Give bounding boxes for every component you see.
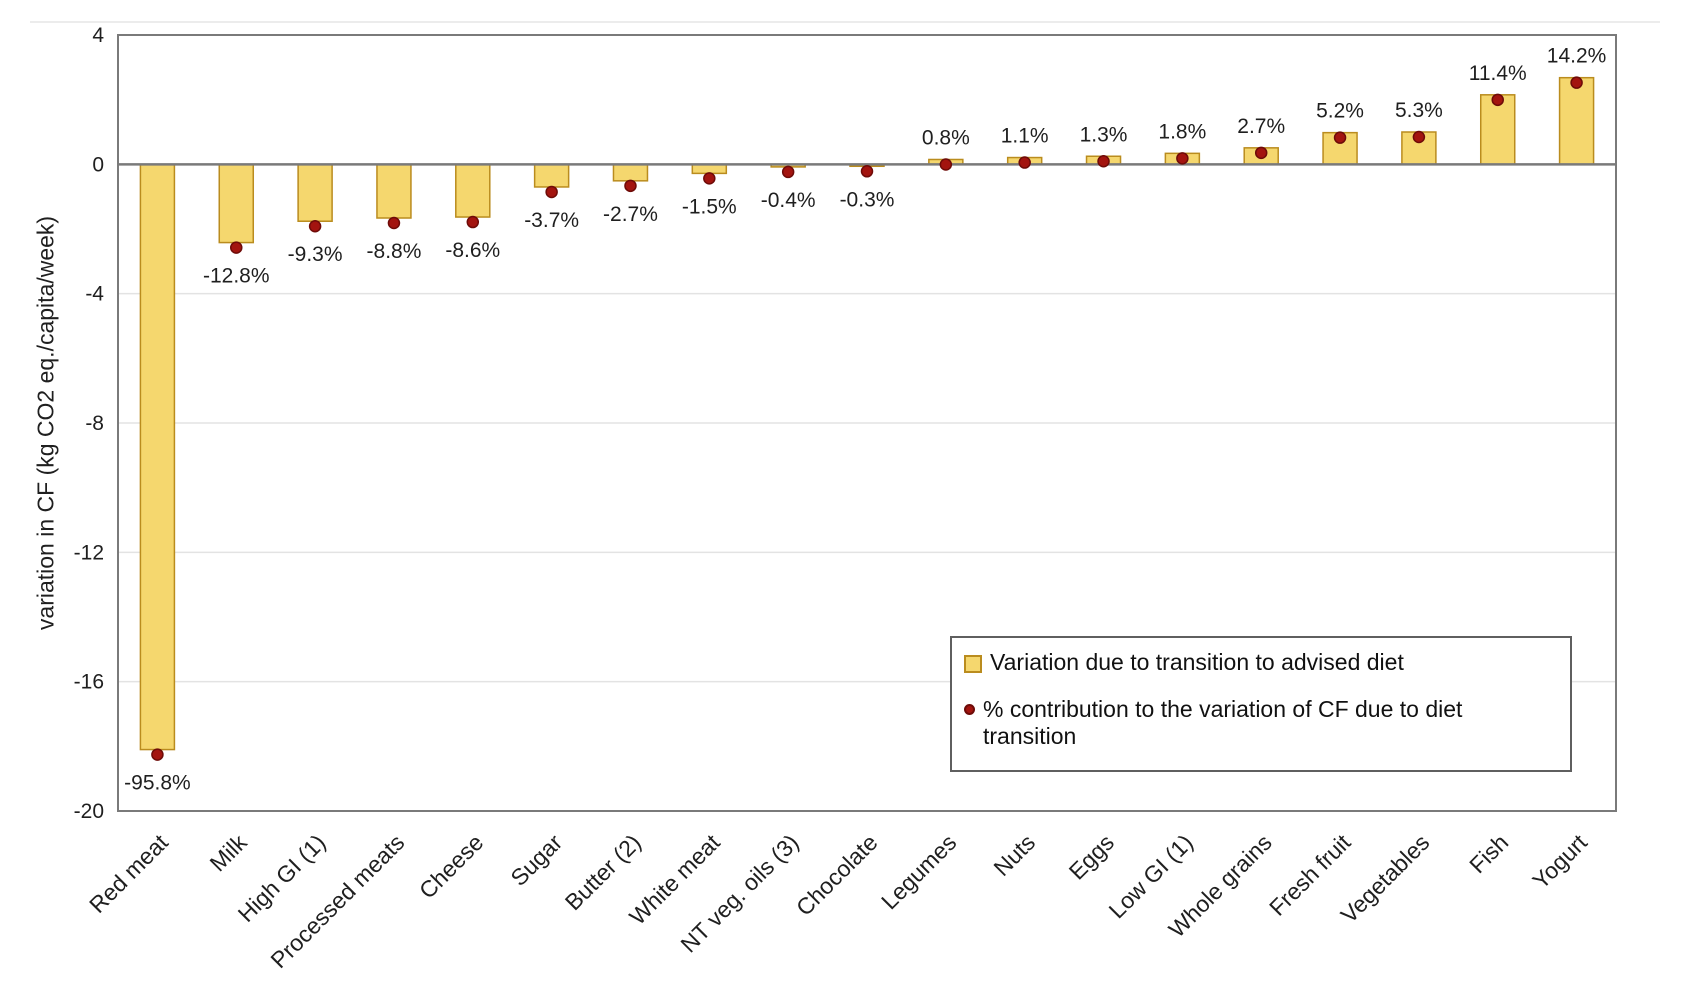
category-label: Sugar [505, 829, 567, 891]
category-label: Cheese [414, 829, 488, 903]
data-point [1254, 146, 1268, 160]
value-label: 2.7% [1237, 115, 1285, 138]
value-label: -12.8% [203, 265, 270, 288]
value-label: 11.4% [1469, 62, 1527, 85]
bar-series-swatch-icon [964, 655, 982, 673]
bar [455, 163, 491, 218]
bar [612, 163, 649, 182]
data-point [939, 158, 953, 171]
value-label: -0.3% [840, 188, 895, 211]
y-tick-label: -8 [85, 412, 104, 435]
value-label: -0.4% [761, 189, 816, 212]
bar [218, 163, 255, 244]
data-point [466, 215, 480, 229]
value-label: -95.8% [124, 772, 191, 795]
data-point [545, 185, 558, 199]
value-label: 1.1% [1001, 125, 1049, 148]
value-label: -9.3% [288, 243, 343, 266]
legend-item-point-series: % contribution to the variation of CF du… [964, 696, 1558, 750]
value-label: -8.6% [445, 239, 500, 262]
legend: Variation due to transition to advised d… [950, 636, 1572, 772]
plot-border [117, 34, 1617, 812]
category-label: Nuts [988, 829, 1040, 881]
data-point [781, 165, 795, 179]
legend-item-bar-series: Variation due to transition to advised d… [964, 649, 1558, 676]
data-point [1491, 93, 1504, 107]
value-label: -8.8% [367, 240, 422, 263]
y-tick-label: -4 [85, 283, 104, 306]
value-label: -3.7% [524, 209, 579, 232]
data-point [308, 219, 322, 233]
category-label: Chocolate [791, 829, 883, 921]
data-point [1176, 152, 1189, 165]
y-tick-label: -12 [74, 541, 104, 564]
point-series-dot-icon [964, 704, 975, 716]
category-label: Red meat [84, 829, 173, 918]
legend-label-bar-series: Variation due to transition to advised d… [990, 649, 1404, 675]
data-point [387, 216, 401, 230]
category-label: Milk [204, 829, 252, 877]
bar [297, 163, 333, 222]
category-label: Fish [1464, 829, 1513, 878]
value-label: 5.2% [1316, 100, 1364, 123]
data-point [1333, 131, 1347, 144]
category-label: Legumes [876, 829, 961, 914]
category-label: Eggs [1064, 829, 1119, 884]
legend-label-point-series: % contribution to the variation of CF du… [983, 696, 1463, 750]
value-label: 0.8% [922, 126, 970, 149]
category-label: Yogurt [1527, 829, 1592, 894]
data-point [230, 241, 243, 254]
bar [691, 163, 728, 175]
y-tick-label: -20 [74, 800, 104, 823]
bar [1558, 76, 1595, 166]
value-label: 1.8% [1158, 120, 1206, 143]
data-point [151, 748, 164, 761]
data-point [1570, 76, 1583, 89]
data-point [624, 179, 637, 193]
y-tick-label: 4 [92, 24, 104, 47]
data-point [1018, 156, 1031, 169]
value-label: -2.7% [603, 203, 658, 226]
value-label: 14.2% [1547, 45, 1607, 68]
category-label: Processed meats [265, 829, 409, 973]
value-label: 1.3% [1080, 123, 1128, 146]
value-label: 5.3% [1395, 99, 1443, 122]
data-point [1412, 130, 1426, 144]
data-point [1097, 155, 1110, 168]
bar [376, 163, 412, 219]
bar [139, 163, 176, 751]
y-axis-title: variation in CF (kg CO2 eq./capita/week) [32, 215, 59, 631]
bar [533, 163, 570, 188]
y-tick-label: -16 [74, 671, 104, 694]
value-label: -1.5% [682, 195, 737, 218]
y-tick-label: 0 [92, 153, 104, 176]
data-point [860, 165, 874, 178]
data-point [703, 172, 716, 185]
